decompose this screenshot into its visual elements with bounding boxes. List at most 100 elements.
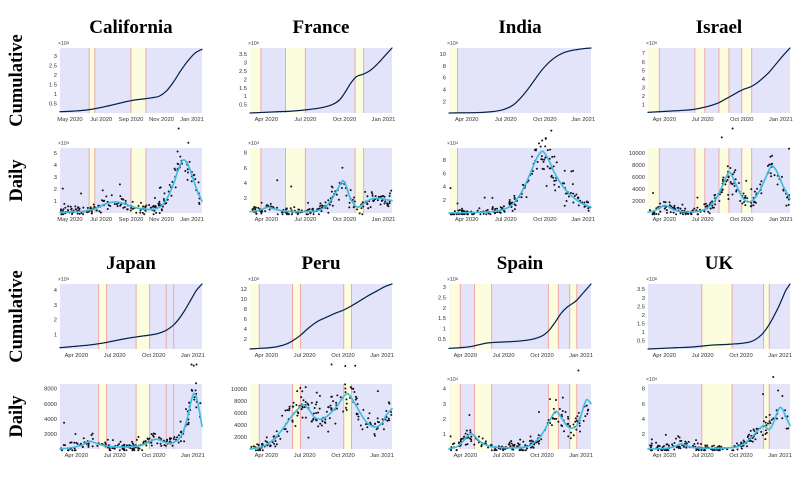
svg-text:Apr 2020: Apr 2020 <box>653 453 677 459</box>
svg-text:Jul 2020: Jul 2020 <box>692 453 714 459</box>
svg-text:1: 1 <box>642 103 645 109</box>
svg-text:2.5: 2.5 <box>637 304 645 310</box>
svg-text:Oct 2020: Oct 2020 <box>530 353 554 359</box>
svg-text:Oct 2020: Oct 2020 <box>331 353 355 359</box>
svg-text:8: 8 <box>443 64 446 70</box>
svg-text:Jan 2021: Jan 2021 <box>769 117 793 123</box>
svg-text:Oct 2020: Oct 2020 <box>729 353 753 359</box>
svg-text:Apr 2020: Apr 2020 <box>653 217 677 223</box>
svg-text:Jul 2020: Jul 2020 <box>104 353 126 359</box>
svg-text:India: India <box>498 17 542 38</box>
svg-text:2: 2 <box>54 187 57 193</box>
svg-text:Jul 2020: Jul 2020 <box>692 117 714 123</box>
svg-text:Jul 2020: Jul 2020 <box>692 217 714 223</box>
svg-text:Oct 2020: Oct 2020 <box>331 453 355 459</box>
svg-text:Oct 2020: Oct 2020 <box>142 453 166 459</box>
svg-text:3: 3 <box>642 85 645 91</box>
svg-text:Nov 2020: Nov 2020 <box>149 117 174 123</box>
svg-text:May 2020: May 2020 <box>57 117 82 123</box>
svg-text:Apr 2020: Apr 2020 <box>255 217 279 223</box>
svg-text:1: 1 <box>443 432 446 438</box>
svg-text:Apr 2020: Apr 2020 <box>653 117 677 123</box>
svg-text:Oct 2020: Oct 2020 <box>333 117 357 123</box>
svg-text:2.5: 2.5 <box>49 64 57 70</box>
svg-text:3: 3 <box>54 303 57 309</box>
svg-text:3: 3 <box>244 60 247 66</box>
svg-text:Jan 2021: Jan 2021 <box>181 353 205 359</box>
svg-text:6000: 6000 <box>632 175 645 181</box>
svg-text:Apr 2020: Apr 2020 <box>653 353 677 359</box>
svg-text:Apr 2020: Apr 2020 <box>455 117 479 123</box>
svg-text:Oct 2020: Oct 2020 <box>333 217 357 223</box>
svg-text:8000: 8000 <box>44 387 57 393</box>
svg-text:2: 2 <box>443 198 446 204</box>
svg-text:Jan 2021: Jan 2021 <box>768 353 792 359</box>
svg-text:Nov 2020: Nov 2020 <box>149 217 174 223</box>
svg-text:Jul 2020: Jul 2020 <box>294 217 316 223</box>
svg-text:Spain: Spain <box>497 253 544 274</box>
svg-text:1.5: 1.5 <box>239 86 247 92</box>
svg-text:2: 2 <box>642 94 645 100</box>
svg-text:6000: 6000 <box>44 402 57 408</box>
svg-text:Apr 2020: Apr 2020 <box>455 217 479 223</box>
svg-text:France: France <box>293 17 350 38</box>
svg-text:Jan 2021: Jan 2021 <box>372 117 396 123</box>
svg-text:2: 2 <box>642 432 645 438</box>
svg-text:Jul 2020: Jul 2020 <box>493 453 515 459</box>
svg-text:Peru: Peru <box>301 253 340 274</box>
svg-text:1: 1 <box>54 199 57 205</box>
svg-text:California: California <box>89 17 173 38</box>
svg-text:Jul 2020: Jul 2020 <box>294 453 316 459</box>
svg-text:UK: UK <box>705 253 734 274</box>
svg-text:1: 1 <box>642 330 645 336</box>
svg-text:Jan 2021: Jan 2021 <box>370 453 394 459</box>
svg-text:Daily: Daily <box>7 159 27 202</box>
svg-text:Israel: Israel <box>696 17 742 38</box>
svg-text:6: 6 <box>244 166 247 172</box>
svg-text:Jan 2021: Jan 2021 <box>571 117 595 123</box>
svg-text:6: 6 <box>642 60 645 66</box>
svg-text:Jan 2021: Jan 2021 <box>372 217 396 223</box>
svg-text:1.5: 1.5 <box>637 321 645 327</box>
svg-text:12: 12 <box>241 287 247 293</box>
svg-text:1.5: 1.5 <box>438 316 446 322</box>
svg-text:Jan 2021: Jan 2021 <box>180 217 204 223</box>
svg-text:Jul 2020: Jul 2020 <box>294 117 316 123</box>
svg-text:Apr 2020: Apr 2020 <box>454 353 478 359</box>
svg-text:3.5: 3.5 <box>239 52 247 58</box>
svg-text:6: 6 <box>244 317 247 323</box>
svg-text:Apr 2020: Apr 2020 <box>454 453 478 459</box>
svg-text:2.5: 2.5 <box>438 296 446 302</box>
svg-text:Jan 2021: Jan 2021 <box>768 453 792 459</box>
svg-text:Oct 2020: Oct 2020 <box>533 217 557 223</box>
svg-text:4000: 4000 <box>234 423 247 429</box>
svg-text:2: 2 <box>443 417 446 423</box>
svg-text:8: 8 <box>244 151 247 157</box>
svg-text:2: 2 <box>244 196 247 202</box>
svg-text:2: 2 <box>244 77 247 83</box>
svg-text:2: 2 <box>54 318 57 324</box>
svg-text:Cumulative: Cumulative <box>7 270 27 363</box>
svg-text:Jan 2021: Jan 2021 <box>180 117 204 123</box>
svg-text:10000: 10000 <box>629 151 645 157</box>
svg-text:Oct 2020: Oct 2020 <box>730 217 754 223</box>
svg-text:3.5: 3.5 <box>637 287 645 293</box>
svg-text:0.5: 0.5 <box>239 103 247 109</box>
svg-text:Japan: Japan <box>106 253 156 274</box>
svg-text:1: 1 <box>244 94 247 100</box>
svg-text:10: 10 <box>440 52 446 58</box>
svg-text:Oct 2020: Oct 2020 <box>530 453 554 459</box>
svg-text:May 2020: May 2020 <box>57 217 82 223</box>
svg-text:Jan 2021: Jan 2021 <box>370 353 394 359</box>
svg-text:Jul 2020: Jul 2020 <box>90 217 112 223</box>
svg-text:5: 5 <box>54 151 57 157</box>
svg-text:3: 3 <box>54 54 57 60</box>
svg-text:Oct 2020: Oct 2020 <box>142 353 166 359</box>
svg-text:Oct 2020: Oct 2020 <box>729 453 753 459</box>
svg-text:4000: 4000 <box>632 187 645 193</box>
svg-text:Sep 2020: Sep 2020 <box>119 117 144 123</box>
svg-text:8: 8 <box>443 158 446 164</box>
svg-text:2: 2 <box>443 99 446 105</box>
svg-text:1: 1 <box>443 326 446 332</box>
svg-text:8: 8 <box>642 387 645 393</box>
